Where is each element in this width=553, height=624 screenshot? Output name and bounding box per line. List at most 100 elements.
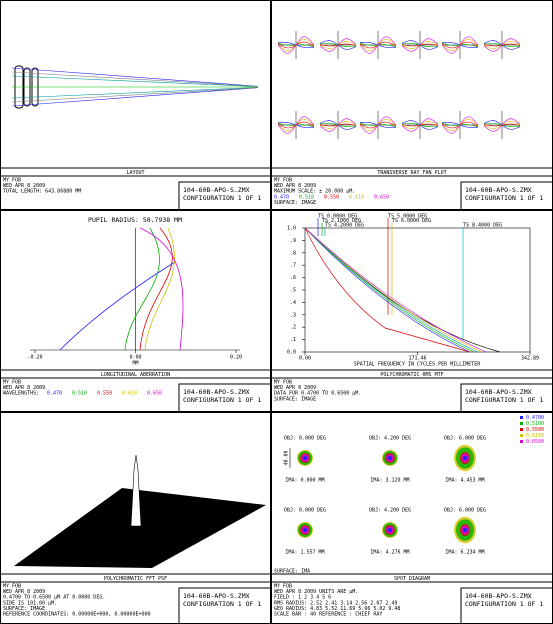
- ray: [11, 87, 259, 107]
- x-tick-label: 0.20: [230, 355, 242, 361]
- wavelength: 0.470: [274, 194, 289, 200]
- x-tick-label: 0.00: [129, 355, 141, 361]
- spot-ima: IMA: 1.557 MM: [285, 550, 324, 556]
- field-label: TS 2.1000 DEG: [322, 218, 361, 224]
- info-line: 0.4700 TO 0.6500 µM AT 0.0000 DEG.: [3, 595, 105, 601]
- y-tick-label: .2: [290, 325, 296, 331]
- plot-heading: PUPIL RADIUS: 50.7938 MM: [88, 216, 182, 224]
- file-name: 104-60B-APO-S.ZMX: [465, 388, 532, 396]
- file-name: 104-60B-APO-S.ZMX: [183, 592, 250, 600]
- wavelength: 0.510: [299, 194, 314, 200]
- info-line: MY FOB: [274, 178, 292, 184]
- legend-marker: [520, 422, 523, 425]
- panel-title: LAYOUT: [126, 170, 144, 176]
- y-tick-label: .7: [290, 263, 296, 269]
- info-line: DATA FOR 0.4700 TO 0.6500 µM.: [274, 391, 361, 397]
- info-line: MY FOB: [274, 380, 292, 386]
- info-line: WAVELENGTHS:: [3, 391, 39, 397]
- info-line: MY FOB: [3, 178, 21, 184]
- info-line: REFERENCE COORDINATES: 0.00000E+000, 0.0…: [3, 612, 151, 618]
- wavelength: 0.650: [147, 391, 162, 397]
- info-line: WED APR 8 2009: [3, 183, 45, 189]
- file-box: [460, 587, 553, 624]
- fan-curve: [483, 118, 521, 132]
- panel-title: POLYCHROMATIC RMS MTF: [380, 372, 443, 378]
- config: CONFIGURATION 1 OF 1: [465, 396, 543, 404]
- mtf-curve: [304, 227, 475, 353]
- spot-ima: IMA: 3.120 MM: [370, 478, 409, 484]
- field-label: TS 6.0000 DEG: [392, 218, 431, 224]
- ray: [11, 75, 259, 87]
- mtf-curve: [304, 227, 479, 353]
- wavelength: 0.550: [324, 194, 339, 200]
- spot-core: [463, 456, 467, 460]
- wavelength: 0.550: [97, 391, 112, 397]
- scale-label: 40.00: [284, 450, 290, 465]
- info-line: MY FOB: [274, 584, 292, 590]
- spot-ima: IMA: 4.276 MM: [370, 550, 409, 556]
- y-tick-label: .3: [290, 312, 296, 318]
- fan-curve: [319, 118, 357, 132]
- aberration-curve: [59, 261, 176, 351]
- ray: [11, 87, 259, 99]
- fan-curve: [483, 38, 521, 52]
- panel-title: SPOT DIAGRAM: [394, 576, 430, 582]
- ray: [11, 67, 259, 87]
- spot-core: [303, 456, 307, 460]
- ray: [11, 87, 259, 103]
- fan-curve: [441, 36, 479, 54]
- panel-title: POLYCHROMATIC FFT PSF: [104, 576, 167, 582]
- info-line: SURFACE: IMAGE: [274, 200, 316, 206]
- wavelength: 0.610: [122, 391, 137, 397]
- file-name: 104-60B-APO-S.ZMX: [465, 186, 532, 194]
- y-tick-label: .6: [290, 275, 296, 281]
- info-line: WED APR 8 2009 UNITS ARE µM.: [274, 589, 358, 595]
- psf-base: [14, 488, 266, 568]
- info-line: WED APR 8 2009: [274, 183, 316, 189]
- spot-obj: OBJ: 4.200 DEG: [369, 508, 411, 514]
- field-label: TS 4.2000 DEG: [325, 223, 364, 229]
- spot-ima: IMA: 6.234 MM: [445, 550, 484, 556]
- file-name: 104-60B-APO-S.ZMX: [465, 592, 532, 600]
- x-tick-label: 342.89: [521, 356, 539, 362]
- info-line: MY FOB: [3, 584, 21, 590]
- config: CONFIGURATION 1 OF 1: [183, 396, 261, 404]
- legend-marker: [520, 416, 523, 419]
- info-line: FIELD : 1 2 3 4 5 6: [274, 595, 331, 601]
- spot-obj: OBJ: 0.000 DEG: [284, 508, 326, 514]
- info-line: SIDE IS 101.00 µM.: [3, 600, 57, 606]
- y-tick-label: .8: [290, 250, 296, 256]
- fan-curve: [401, 118, 439, 132]
- aberration-curve: [144, 227, 175, 351]
- fan-curve: [277, 36, 315, 54]
- y-tick-label: 1.0: [287, 226, 296, 232]
- aberration-curve: [124, 227, 160, 351]
- info-line: RMS RADIUS: 2.52 2.41 3.14 2.56 2.07 2.4…: [274, 600, 397, 606]
- info-line: SURFACE: IMAGE: [3, 606, 45, 612]
- mtf-curve: [304, 227, 471, 353]
- spot-ima: IMA: 4.453 MM: [445, 478, 484, 484]
- fan-curve: [359, 116, 397, 134]
- y-tick-label: .5: [290, 288, 296, 294]
- file-name: 104-60B-APO-S.ZMX: [183, 186, 250, 194]
- info-line: MAXIMUM SCALE: ± 20.000 µM.: [274, 189, 355, 195]
- legend-label: 0.5500: [526, 427, 544, 433]
- spot-obj: OBJ: 6.000 DEG: [444, 508, 486, 514]
- fan-curve: [401, 38, 439, 52]
- x-tick-label: -0.20: [27, 355, 42, 361]
- spot-core: [303, 528, 307, 532]
- info-line: WED APR 8 2009: [3, 385, 45, 391]
- info-line: GEO RADIUS: 4.83 5.52 11.69 5.96 5.02 9.…: [274, 606, 400, 612]
- psf-peak: [130, 454, 142, 527]
- legend-marker: [520, 428, 523, 431]
- aberration-curve: [139, 227, 173, 351]
- field-label: TS 8.4000 DEG: [463, 223, 502, 229]
- x-tick-label: 171.46: [408, 356, 426, 362]
- panel-title: TRANSVERSE RAY FAN PLOT: [377, 170, 446, 176]
- fan-curve: [319, 38, 357, 52]
- info-line: TOTAL LENGTH: 643.86880 MM: [3, 189, 81, 195]
- y-tick-label: .1: [290, 337, 296, 343]
- legend-marker: [520, 440, 523, 443]
- mtf-curve: [304, 227, 471, 353]
